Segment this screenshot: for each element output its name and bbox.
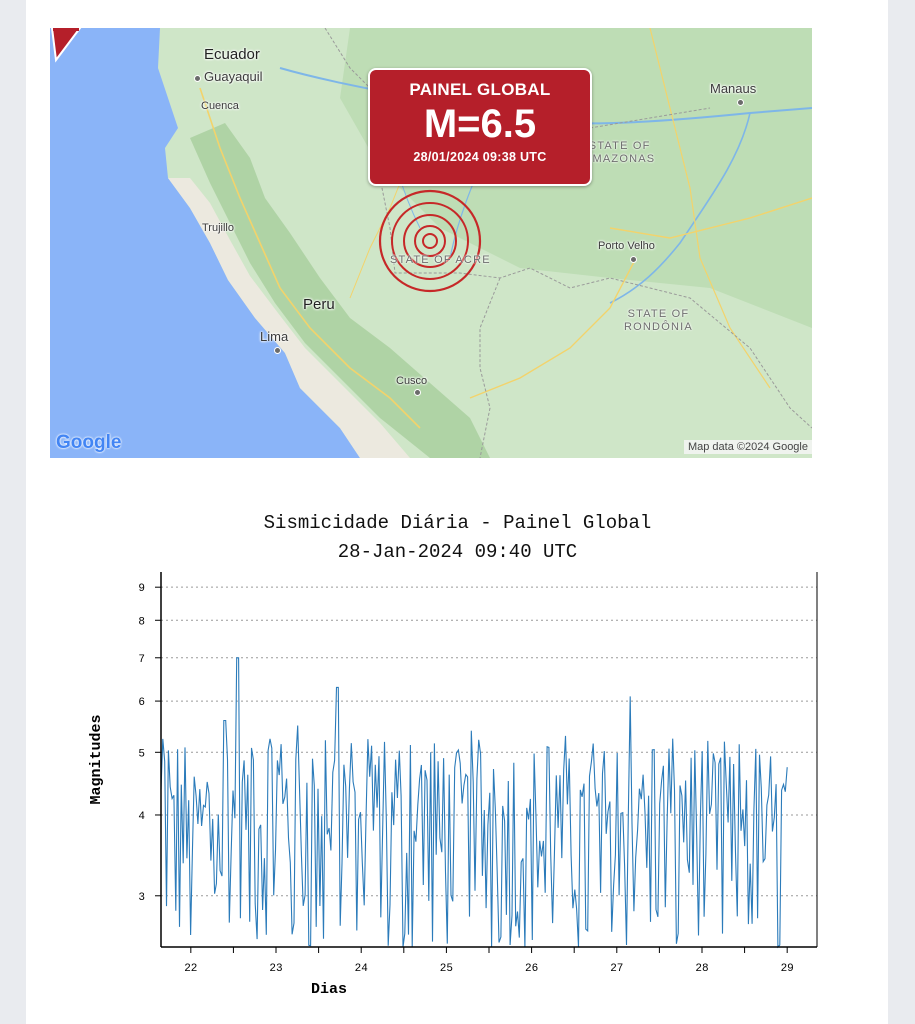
label-cuenca: Cuenca [201, 100, 239, 112]
label-lima: Lima [260, 329, 289, 344]
earthquake-callout[interactable]: PAINEL GLOBAL M=6.5 28/01/2024 09:38 UTC [368, 68, 592, 186]
earthquake-map[interactable]: Ecuador Guayaquil Cuenca Trujillo Peru L… [50, 28, 812, 458]
callout-datetime: 28/01/2024 09:38 UTC [413, 150, 547, 164]
x-tick-label: 26 [525, 963, 538, 975]
x-tick-label: 25 [440, 963, 453, 975]
y-tick-label: 4 [138, 811, 145, 823]
state-amazonas-line2: AMAZONAS [584, 153, 656, 165]
label-state-acre: STATE OF ACRE [390, 254, 491, 266]
map-attribution[interactable]: Map data ©2024 Google [683, 440, 812, 454]
google-logo: Google [56, 432, 121, 454]
label-porto-velho: Porto Velho [598, 240, 655, 252]
label-manaus: Manaus [710, 81, 757, 96]
city-dot-porto-velho [630, 256, 637, 263]
epicenter-icon[interactable] [378, 189, 482, 293]
state-amazonas-line1: STATE OF [588, 140, 651, 152]
x-tick-label: 22 [184, 963, 197, 975]
x-tick-label: 29 [781, 963, 794, 975]
x-tick-label: 24 [355, 963, 369, 975]
y-tick-label: 7 [138, 654, 145, 666]
y-tick-label: 5 [138, 748, 145, 760]
label-trujillo: Trujillo [202, 222, 234, 234]
y-tick-label: 3 [138, 892, 145, 904]
label-peru: Peru [303, 296, 335, 313]
callout-pointer [50, 28, 82, 63]
label-ecuador: Ecuador [204, 46, 260, 63]
y-tick-label: 9 [138, 583, 145, 595]
x-tick-label: 27 [610, 963, 623, 975]
city-dot-cusco [414, 389, 421, 396]
y-axis-label: Magnitudes [88, 714, 105, 804]
label-state-amazonas: STATE OF AMAZONAS [584, 140, 655, 166]
google-logo-text: Google [56, 432, 122, 453]
x-tick-label: 23 [269, 963, 282, 975]
city-dot-manaus [737, 99, 744, 106]
city-dot-guayaquil [194, 75, 201, 82]
label-state-rondonia: STATE OF RONDÔNIA [624, 308, 693, 334]
label-cusco: Cusco [396, 375, 428, 387]
seismicity-chart: 3 4 5 6 7 8 9 22 23 24 25 26 27 28 29 Dias Magnitudes [88, 572, 818, 998]
magnitude-series-line [160, 657, 788, 949]
chart-subtitle: 28-Jan-2024 09:40 UTC [337, 541, 578, 563]
city-dot-lima [274, 347, 281, 354]
state-rondonia-line1: STATE OF [627, 308, 690, 320]
chart-title: Sismicidade Diária - Painel Global [263, 512, 652, 534]
y-tick-label: 8 [138, 616, 145, 628]
x-tick-label: 28 [695, 963, 708, 975]
label-guayaquil: Guayaquil [204, 69, 263, 84]
callout-title: PAINEL GLOBAL [409, 80, 551, 99]
callout-magnitude: M=6.5 [423, 102, 537, 146]
x-axis-label: Dias [311, 981, 347, 998]
y-tick-label: 6 [138, 697, 145, 709]
state-rondonia-line2: RONDÔNIA [624, 321, 693, 333]
